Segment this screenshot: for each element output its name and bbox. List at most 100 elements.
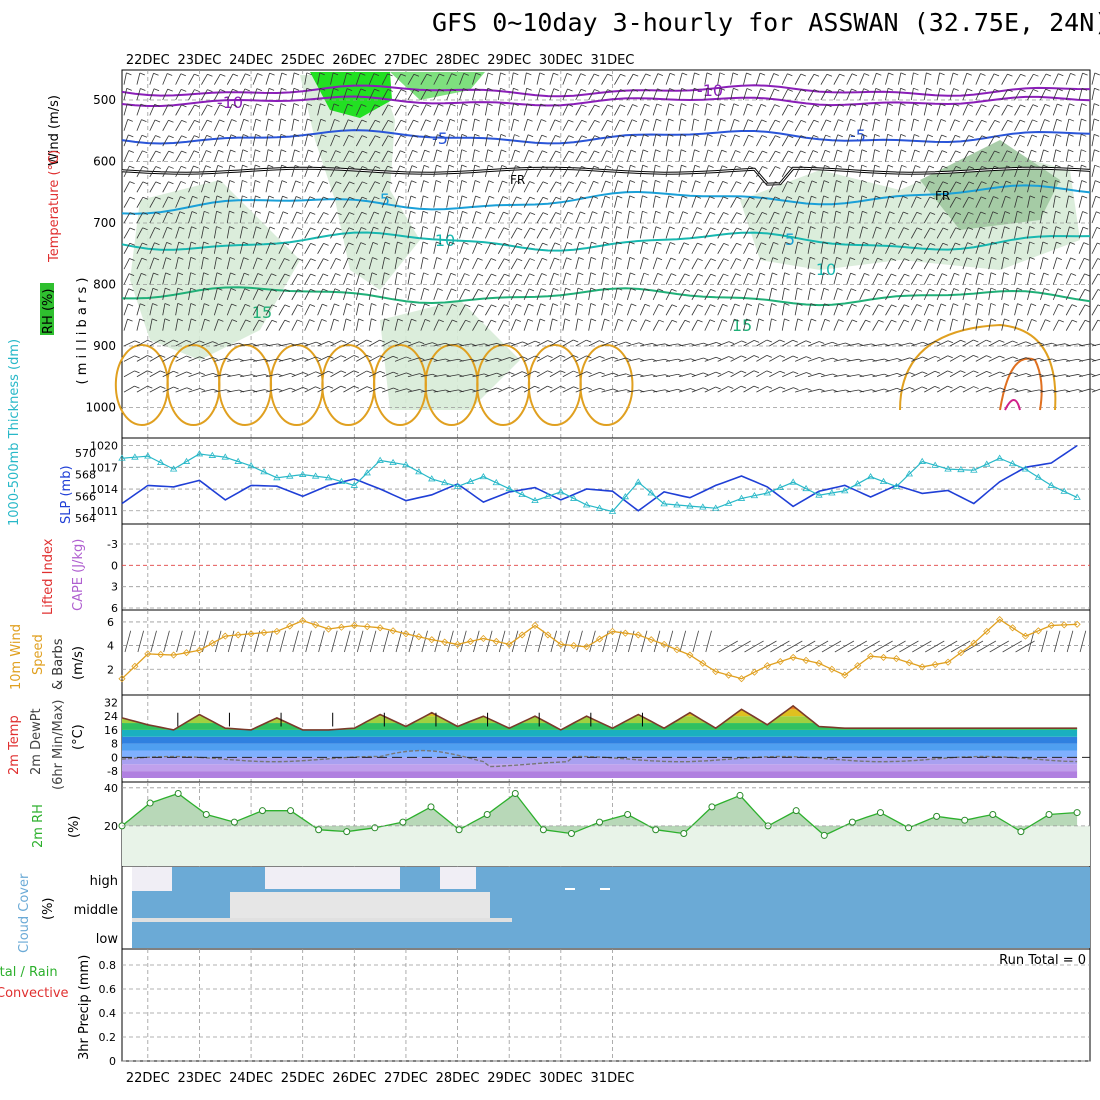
wind-barb [433,257,438,270]
wind-barb [123,212,131,224]
wind-barb-flag [410,303,417,306]
wind-barb-flag [690,373,696,377]
wind-barb-flag [887,149,893,153]
wind-barb [1014,195,1019,208]
wind-barb [807,89,815,101]
wind-barb [1027,150,1032,162]
wind-barb-flag [980,196,987,200]
wind-barb-flag [644,103,650,107]
wind-barb [730,103,735,116]
wind-barb-flag [888,195,895,199]
wind-barb-flag [422,226,429,229]
wind-barb-flag [929,288,935,292]
wind-barb-flag [1017,180,1024,184]
wind-barb [226,73,234,85]
wind-barb-flag [1043,272,1049,276]
wind-barb [717,356,729,362]
wind-barb [807,104,815,116]
wind-barb-flag [336,212,342,215]
wind-barb [511,371,523,378]
wind-barb [794,181,801,193]
wind-barb-10m [808,640,829,653]
wind-barb [252,164,256,177]
wind-barb [188,303,192,316]
wind-barb-flag [710,242,716,246]
wind-barb [420,211,424,224]
wind-speed-marker [776,657,784,666]
wind-barb [898,118,901,131]
wind-barb [910,258,918,270]
wind-barb [704,319,711,331]
wind-barb [769,386,781,393]
wind-barb-flag [1019,134,1025,138]
wind-barb-flag [823,287,830,291]
wind-barb-flag [290,387,296,391]
wind-barb [407,257,411,270]
wind-barb [1091,180,1096,193]
wind-barb-flag [231,319,238,322]
wind-barb [291,211,298,224]
wind-barb-flag [297,319,303,323]
wind-barb-flag [930,242,936,246]
wind-barb-flag [542,212,549,215]
wind-barb-flag [219,89,226,92]
wind-barb-flag [476,226,482,230]
wind-barb [885,319,892,331]
wind-barb [820,319,826,331]
wind-barb-flag [811,318,817,322]
wind-barb [885,242,891,254]
wind-barb [420,272,424,285]
wind-barb [962,119,969,131]
wind-barb [781,120,789,131]
thickness-marker [144,452,152,459]
wind-barb [188,196,193,208]
wind-barb [304,88,308,101]
wind-barb [1065,211,1070,224]
wind-barb-flag [516,304,522,307]
wind-barb-flag [1019,119,1026,123]
pressure-tick-label: 1000 [85,401,116,415]
wind-barb-flag [669,88,675,91]
wind-barb-flag [940,103,946,107]
wind-barb [588,196,594,208]
wind-barb-flag [516,288,522,292]
wind-barb [807,272,811,285]
wind-barb-flag [1043,149,1049,153]
wind-barb [846,195,850,208]
wind-speed-marker [686,651,694,659]
wind-barb [730,72,734,85]
temp-band [122,709,1078,717]
wind-barb-flag [593,180,599,184]
wind-barb-flag [190,241,197,245]
wind-barb-flag [127,318,133,322]
wind-barb-flag [760,103,767,107]
wind-barb-flag [177,303,183,306]
wind-barb-flag [256,88,263,92]
wind-barb [898,134,902,147]
wind-barb [717,134,722,147]
wind-barb-flag [406,356,412,360]
wind-barb-flag [513,72,519,76]
wind-barb [936,319,941,331]
wind-barb [949,355,961,362]
wind-barb-flag [993,73,1000,77]
wind-barb-flag [1097,319,1100,322]
wind-barb-flag [1068,133,1074,137]
upper-ylabel-temp: Temperature (°C) [47,150,62,263]
wind-barb-flag [1004,211,1011,214]
wind-barb [536,197,544,208]
wind-barb-flag [1005,180,1012,184]
wind-barb-flag [746,318,752,322]
wind-barb-flag [863,88,869,92]
wind-barb-flag [461,164,467,168]
wind-barb [614,165,619,178]
wind-barb-flag [708,180,715,184]
wind-barb-flag [1042,226,1048,229]
precip-tick-label: 0.8 [99,959,117,972]
wind-barb [794,287,798,300]
wind-barb [898,258,905,270]
wind-barb [536,242,543,254]
wind-barb-flag [851,319,858,323]
wind-barb [1052,165,1056,177]
wind-barb [1014,357,1027,362]
